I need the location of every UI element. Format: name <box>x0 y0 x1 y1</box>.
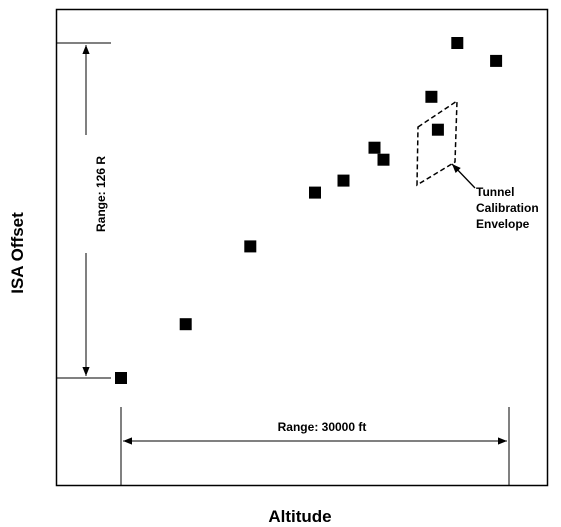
plot-frame <box>55 8 549 487</box>
envelope-label-line-3: Envelope <box>476 217 530 231</box>
data-point-8 <box>425 90 438 103</box>
y-range-label-bg <box>79 135 95 253</box>
data-point-6 <box>368 141 381 154</box>
envelope-label-line-1: Tunnel <box>476 185 514 199</box>
envelope-pointer-arrow <box>451 163 476 189</box>
scatter-markers <box>115 37 503 384</box>
x-range-label-bg <box>252 418 392 434</box>
data-point-10 <box>451 37 464 49</box>
data-point-3 <box>244 240 257 253</box>
y-axis-label: ISA Offset <box>8 212 27 294</box>
envelope-label-line-2: Calibration <box>476 201 539 215</box>
data-point-5 <box>337 174 350 187</box>
x-range-label: Range: 30000 ft <box>278 420 367 434</box>
data-point-7 <box>377 153 390 166</box>
data-point-2 <box>179 318 192 331</box>
data-point-9 <box>431 123 444 136</box>
data-point-1 <box>115 372 127 384</box>
x-axis-label: Altitude <box>268 507 331 526</box>
data-point-4 <box>309 186 321 199</box>
y-range-label: Range: 126 R <box>94 156 108 232</box>
data-point-11 <box>490 54 503 67</box>
tunnel-calibration-envelope <box>416 99 458 187</box>
